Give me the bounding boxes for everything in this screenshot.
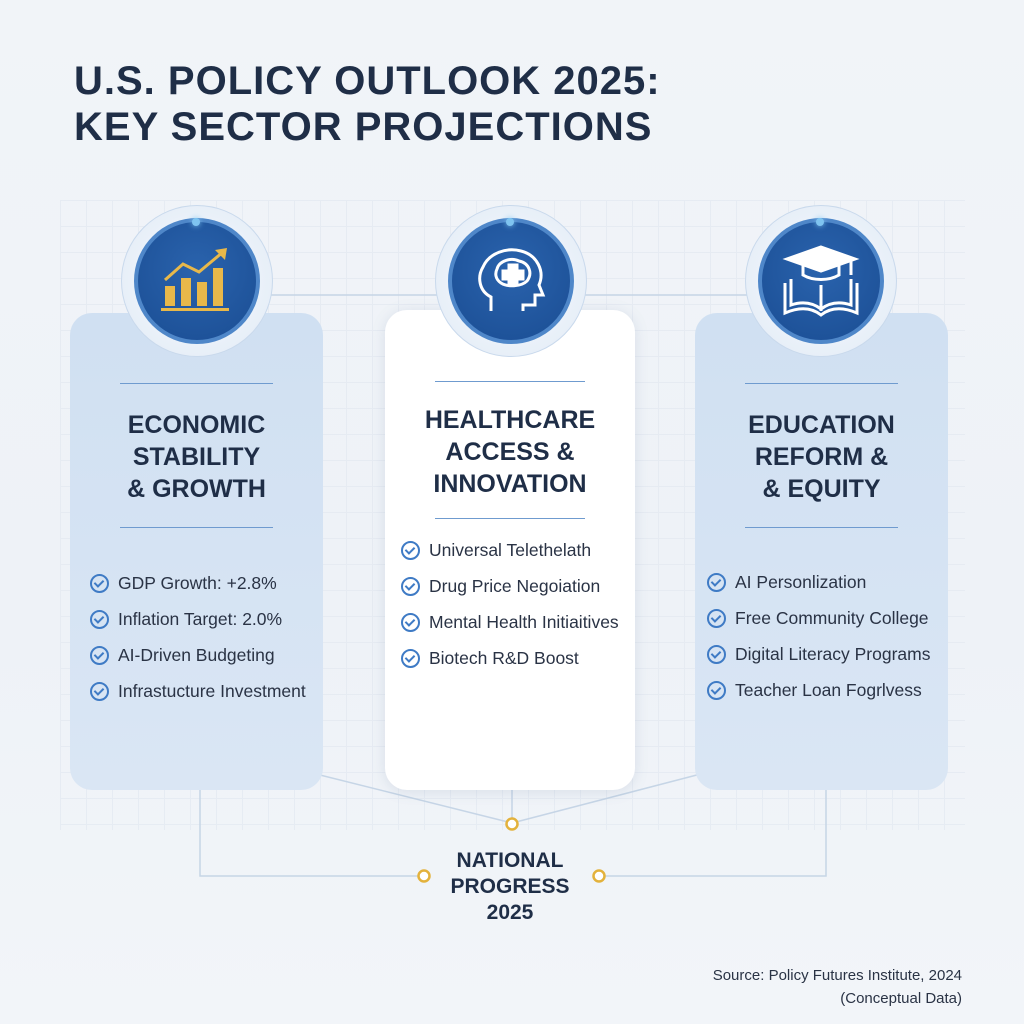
item-label: Inflation Target: 2.0% [118, 608, 283, 629]
card-heading: HEALTHCARE ACCESS & INNOVATION [385, 404, 635, 500]
item-label: Infrastucture Investment [118, 680, 306, 701]
heading-line: INNOVATION [433, 470, 587, 498]
card-education: EDUCATION REFORM & & EQUITY AI Personliz… [695, 313, 948, 790]
item-label: Biotech R&D Boost [429, 647, 579, 668]
item-label: AI-Driven Budgeting [118, 644, 275, 665]
list-item: Digital Literacy Programs [707, 636, 930, 672]
heading-line: HEALTHCARE [424, 406, 596, 434]
list-item: Teacher Loan Fogrlvess [707, 672, 930, 708]
title-line-2: KEY SECTOR PROJECTIONS [74, 105, 653, 149]
item-label: Universal Telethelath [429, 539, 592, 560]
title-line-1: U.S. POLICY OUTLOOK 2025: [74, 59, 661, 103]
heading-line: & EQUITY [762, 475, 881, 503]
list-item: Biotech R&D Boost [401, 640, 619, 676]
card-heading: EDUCATION REFORM & & EQUITY [695, 409, 948, 505]
hub-line: NATIONAL [456, 849, 564, 872]
item-list: Universal Telethelath Drug Price Negoiat… [401, 532, 619, 676]
check-circle-icon [707, 680, 726, 700]
page-title: U.S. POLICY OUTLOOK 2025: KEY SECTOR PRO… [74, 58, 661, 150]
check-circle-icon [401, 540, 420, 560]
check-circle-icon [707, 644, 726, 664]
item-list: AI Personlization Free Community College… [707, 564, 930, 708]
list-item: Infrastucture Investment [90, 673, 306, 709]
check-circle-icon [90, 681, 109, 701]
hub-node-left [417, 869, 431, 883]
check-circle-icon [90, 645, 109, 665]
graduation-cap-book-icon [745, 205, 897, 357]
card-heading: ECONOMIC STABILITY & GROWTH [70, 409, 323, 505]
divider [435, 518, 585, 519]
source-note: Source: Policy Futures Institute, 2024 (… [713, 964, 962, 1010]
heading-line: STABILITY [132, 443, 261, 471]
list-item: Drug Price Negoiation [401, 568, 619, 604]
source-line: Source: Policy Futures Institute, 2024 [712, 967, 962, 984]
glow-dot [506, 218, 514, 226]
item-label: Digital Literacy Programs [735, 643, 931, 664]
heading-line: & GROWTH [127, 475, 266, 503]
check-circle-icon [401, 576, 420, 596]
list-item: Universal Telethelath [401, 532, 619, 568]
glow-dot [192, 218, 200, 226]
hub-line: 2025 [486, 901, 534, 924]
item-label: GDP Growth: +2.8% [118, 572, 277, 593]
check-circle-icon [90, 573, 109, 593]
list-item: Inflation Target: 2.0% [90, 601, 306, 637]
card-economic: ECONOMIC STABILITY & GROWTH GDP Growth: … [70, 313, 323, 790]
heading-line: EDUCATION [748, 411, 895, 439]
list-item: Free Community College [707, 600, 930, 636]
check-circle-icon [707, 608, 726, 628]
hub-node-right [592, 869, 606, 883]
heading-line: ECONOMIC [127, 411, 266, 439]
list-item: AI-Driven Budgeting [90, 637, 306, 673]
check-circle-icon [90, 609, 109, 629]
item-label: AI Personlization [735, 571, 867, 592]
item-list: GDP Growth: +2.8% Inflation Target: 2.0%… [90, 565, 306, 709]
glow-dot [816, 218, 824, 226]
list-item: AI Personlization [707, 564, 930, 600]
check-circle-icon [401, 648, 420, 668]
divider [435, 381, 585, 382]
heading-line: ACCESS & [445, 438, 575, 466]
divider [745, 383, 898, 384]
source-line: (Conceptual Data) [840, 990, 962, 1007]
list-item: GDP Growth: +2.8% [90, 565, 306, 601]
hub-label: NATIONAL PROGRESS 2025 [410, 848, 610, 926]
brain-medical-cross-icon [435, 205, 587, 357]
divider [745, 527, 898, 528]
divider [120, 527, 273, 528]
item-label: Teacher Loan Fogrlvess [735, 679, 922, 700]
card-healthcare: HEALTHCARE ACCESS & INNOVATION Universal… [385, 310, 635, 790]
list-item: Mental Health Initiaitives [401, 604, 619, 640]
hub-line: PROGRESS [450, 875, 570, 898]
check-circle-icon [401, 612, 420, 632]
item-label: Mental Health Initiaitives [429, 611, 619, 632]
heading-line: REFORM & [754, 443, 889, 471]
check-circle-icon [707, 572, 726, 592]
item-label: Drug Price Negoiation [429, 575, 601, 596]
hub-node-top [505, 817, 519, 831]
item-label: Free Community College [735, 607, 929, 628]
divider [120, 383, 273, 384]
bar-chart-growth-icon [121, 205, 273, 357]
